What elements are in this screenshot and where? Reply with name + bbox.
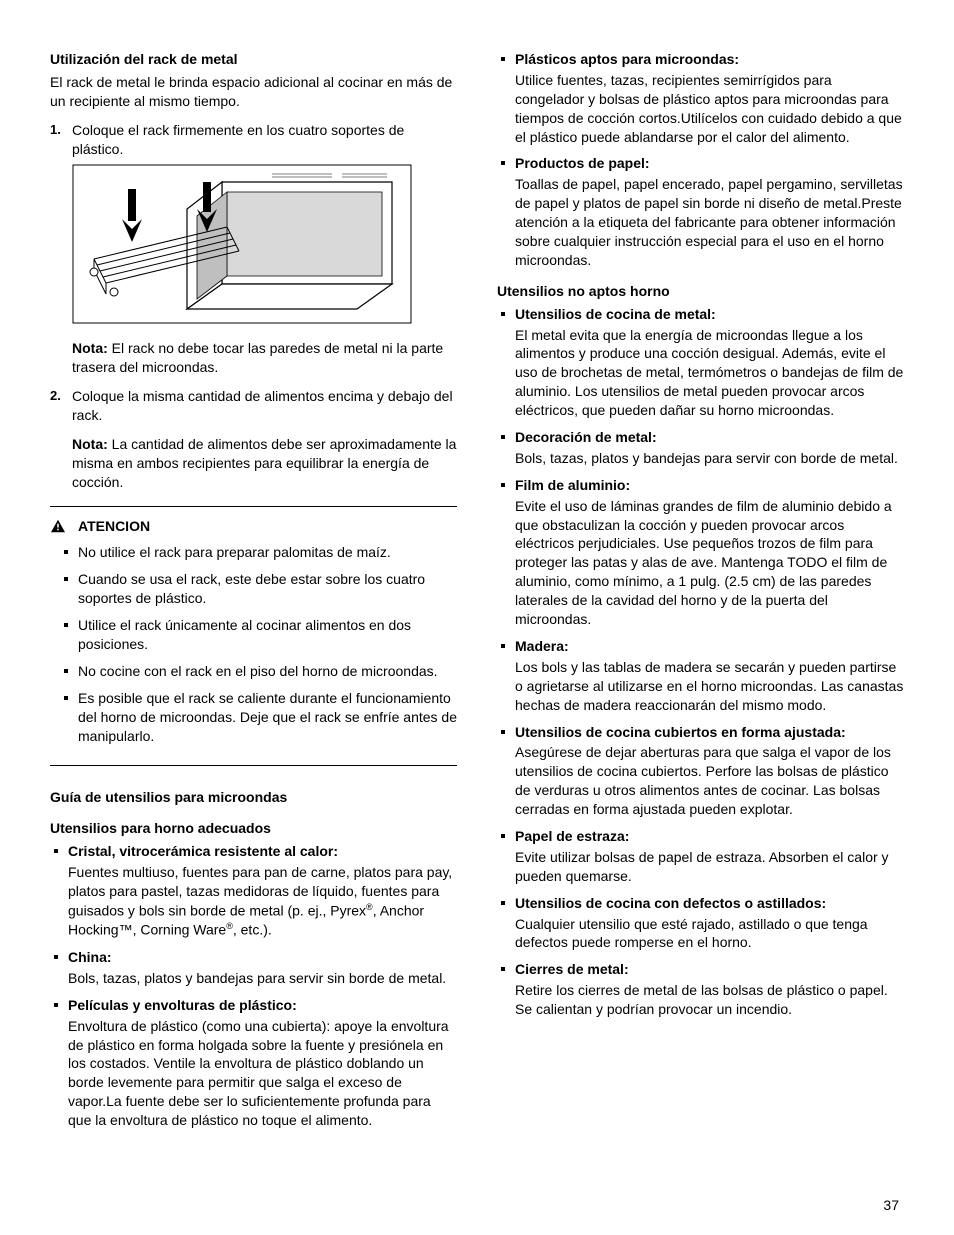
warning-icon: [50, 519, 66, 533]
item-body: Asegúrese de dejar aberturas para que sa…: [515, 743, 904, 819]
warn-item: No utilice el rack para preparar palomit…: [50, 543, 457, 562]
list-item: Decoración de metal: Bols, tazas, platos…: [497, 428, 904, 468]
item-head: Utensilios de cocina con defectos o asti…: [515, 895, 826, 911]
right-column: Plásticos aptos para microondas: Utilice…: [497, 50, 904, 1138]
ordered-steps: 1. Coloque el rack firmemente en los cua…: [50, 121, 457, 492]
item-head: Decoración de metal:: [515, 429, 657, 445]
item-body: Evite el uso de láminas grandes de film …: [515, 497, 904, 629]
item-head: Productos de papel:: [515, 155, 650, 171]
warning-box: ATENCION No utilice el rack para prepara…: [50, 506, 457, 767]
note-label: Nota:: [72, 340, 108, 356]
list-item: Utensilios de cocina con defectos o asti…: [497, 894, 904, 953]
step-num: 2.: [50, 387, 61, 405]
item-body: El metal evita que la energía de microon…: [515, 326, 904, 420]
item-head: Madera:: [515, 638, 569, 654]
list-item: Cristal, vitrocerámica resistente al cal…: [50, 842, 457, 940]
note-text-val: La cantidad de alimentos debe ser aproxi…: [72, 436, 456, 490]
item-head: Papel de estraza:: [515, 828, 629, 844]
item-head: Film de aluminio:: [515, 477, 630, 493]
note-label: Nota:: [72, 436, 108, 452]
warn-item: Utilice el rack únicamente al cocinar al…: [50, 616, 457, 654]
bad-list: Utensilios de cocina de metal: El metal …: [497, 305, 904, 1019]
item-body: Toallas de papel, papel encerado, papel …: [515, 175, 904, 269]
item-head: China:: [68, 949, 112, 965]
list-item: Madera: Los bols y las tablas de madera …: [497, 637, 904, 715]
item-body: Retire los cierres de metal de las bolsa…: [515, 981, 904, 1019]
list-item: Cierres de metal: Retire los cierres de …: [497, 960, 904, 1019]
heading-rack: Utilización del rack de metal: [50, 50, 457, 69]
left-column: Utilización del rack de metal El rack de…: [50, 50, 457, 1138]
heading-bad: Utensilios no aptos horno: [497, 282, 904, 301]
item-body: Utilice fuentes, tazas, recipientes semi…: [515, 71, 904, 147]
warn-item: No cocine con el rack en el piso del hor…: [50, 662, 457, 681]
note-text-val: El rack no debe tocar las paredes de met…: [72, 340, 443, 375]
item-body: Evite utilizar bolsas de papel de estraz…: [515, 848, 904, 886]
heading-ok: Utensilios para horno adecuados: [50, 819, 457, 838]
item-head: Películas y envolturas de plástico:: [68, 997, 297, 1013]
paragraph-rack-intro: El rack de metal le brinda espacio adici…: [50, 73, 457, 111]
warn-item: Cuando se usa el rack, este debe estar s…: [50, 570, 457, 608]
list-item: Film de aluminio: Evite el uso de lámina…: [497, 476, 904, 629]
rack-illustration: [72, 164, 457, 329]
ok-list-left: Cristal, vitrocerámica resistente al cal…: [50, 842, 457, 1130]
list-item: Productos de papel: Toallas de papel, pa…: [497, 154, 904, 269]
step-text: Coloque la misma cantidad de alimentos e…: [72, 388, 453, 423]
item-body: Los bols y las tablas de madera se secar…: [515, 658, 904, 715]
page-number: 37: [883, 1196, 899, 1215]
heading-guide: Guía de utensilios para microondas: [50, 788, 457, 807]
two-column-layout: Utilización del rack de metal El rack de…: [50, 50, 904, 1138]
item-body: Bols, tazas, platos y bandejas para serv…: [515, 449, 904, 468]
step-1: 1. Coloque el rack firmemente en los cua…: [50, 121, 457, 377]
item-body: Fuentes multiuso, fuentes para pan de ca…: [68, 863, 457, 940]
item-body: Bols, tazas, platos y bandejas para serv…: [68, 969, 457, 988]
list-item: Papel de estraza: Evite utilizar bolsas …: [497, 827, 904, 886]
list-item: China: Bols, tazas, platos y bandejas pa…: [50, 948, 457, 988]
item-body: Cualquier utensilio que esté rajado, ast…: [515, 915, 904, 953]
item-body: Envoltura de plástico (como una cubierta…: [68, 1017, 457, 1130]
step-text: Coloque el rack firmemente en los cuatro…: [72, 122, 404, 157]
item-head: Plásticos aptos para microondas:: [515, 51, 739, 67]
warning-list: No utilice el rack para preparar palomit…: [50, 543, 457, 745]
warning-title: ATENCION: [78, 517, 150, 536]
list-item: Utensilios de cocina de metal: El metal …: [497, 305, 904, 420]
step-note: Nota: La cantidad de alimentos debe ser …: [72, 435, 457, 492]
item-head: Utensilios de cocina cubiertos en forma …: [515, 724, 846, 740]
warn-item: Es posible que el rack se caliente duran…: [50, 689, 457, 746]
item-head: Utensilios de cocina de metal:: [515, 306, 716, 322]
step-note: Nota: El rack no debe tocar las paredes …: [72, 339, 457, 377]
list-item: Películas y envolturas de plástico: Envo…: [50, 996, 457, 1130]
step-num: 1.: [50, 121, 61, 139]
item-head: Cristal, vitrocerámica resistente al cal…: [68, 843, 338, 859]
list-item: Utensilios de cocina cubiertos en forma …: [497, 723, 904, 819]
item-head: Cierres de metal:: [515, 961, 629, 977]
list-item: Plásticos aptos para microondas: Utilice…: [497, 50, 904, 146]
step-2: 2. Coloque la misma cantidad de alimento…: [50, 387, 457, 491]
ok-list-right: Plásticos aptos para microondas: Utilice…: [497, 50, 904, 270]
warning-header: ATENCION: [50, 517, 457, 536]
